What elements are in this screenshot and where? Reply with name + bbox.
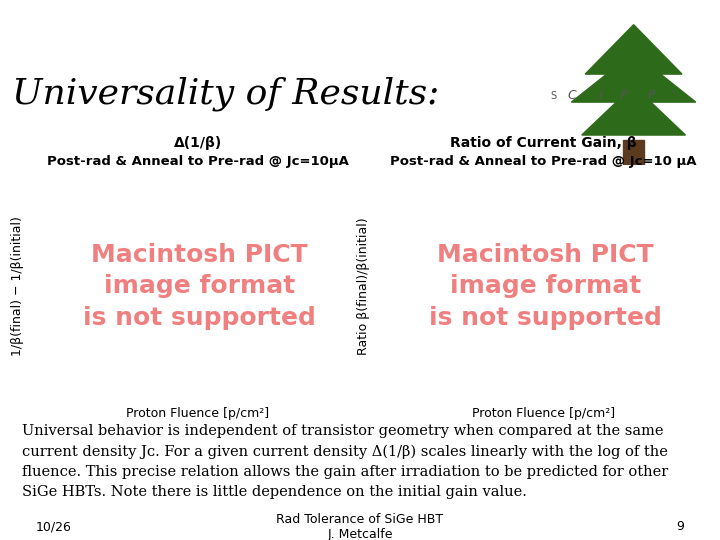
Text: S: S [551, 91, 557, 100]
Text: fluence. This precise relation allows the gain after irradiation to be predicted: fluence. This precise relation allows th… [22, 465, 668, 479]
Text: current density Jᴄ. For a given current density Δ(1/β) scales linearly with the : current density Jᴄ. For a given current … [22, 444, 667, 459]
Text: Macintosh PICT
image format
is not supported: Macintosh PICT image format is not suppo… [429, 242, 662, 330]
Text: Δ(1/β): Δ(1/β) [174, 136, 222, 150]
Text: Ratio β(final)/β(initial): Ratio β(final)/β(initial) [357, 218, 370, 355]
Text: 10/26: 10/26 [36, 520, 72, 533]
Text: P: P [620, 89, 627, 102]
Text: 9: 9 [676, 520, 684, 533]
Polygon shape [582, 86, 685, 135]
Polygon shape [585, 25, 682, 74]
Text: SiGe HBTs. Note there is little dependence on the initial gain value.: SiGe HBTs. Note there is little dependen… [22, 485, 526, 500]
Text: Proton Fluence [p/cm²]: Proton Fluence [p/cm²] [472, 407, 615, 420]
Text: 1/β(final) − 1/β(initial): 1/β(final) − 1/β(initial) [12, 216, 24, 356]
Text: Post-rad & Anneal to Pre-rad @ Jᴄ=10 μA: Post-rad & Anneal to Pre-rad @ Jᴄ=10 μA [390, 156, 697, 168]
Polygon shape [572, 53, 696, 102]
Text: Universality of Results:: Universality of Results: [12, 77, 438, 111]
Text: Ratio of Current Gain, β: Ratio of Current Gain, β [450, 136, 637, 150]
Text: Proton Fluence [p/cm²]: Proton Fluence [p/cm²] [127, 407, 269, 420]
Bar [624, 140, 644, 165]
Text: Rad Tolerance of SiGe HBT: Rad Tolerance of SiGe HBT [276, 513, 444, 526]
Text: I: I [599, 89, 603, 102]
Text: ': ' [672, 89, 675, 102]
Text: P: P [647, 89, 655, 102]
Text: Universal behavior is independent of transistor geometry when compared at the sa: Universal behavior is independent of tra… [22, 424, 663, 438]
Text: Post-rad & Anneal to Pre-rad @ Jᴄ=10μA: Post-rad & Anneal to Pre-rad @ Jᴄ=10μA [47, 156, 349, 168]
Text: Macintosh PICT
image format
is not supported: Macintosh PICT image format is not suppo… [84, 242, 316, 330]
Text: C: C [568, 89, 577, 102]
Text: J. Metcalfe: J. Metcalfe [328, 528, 392, 540]
